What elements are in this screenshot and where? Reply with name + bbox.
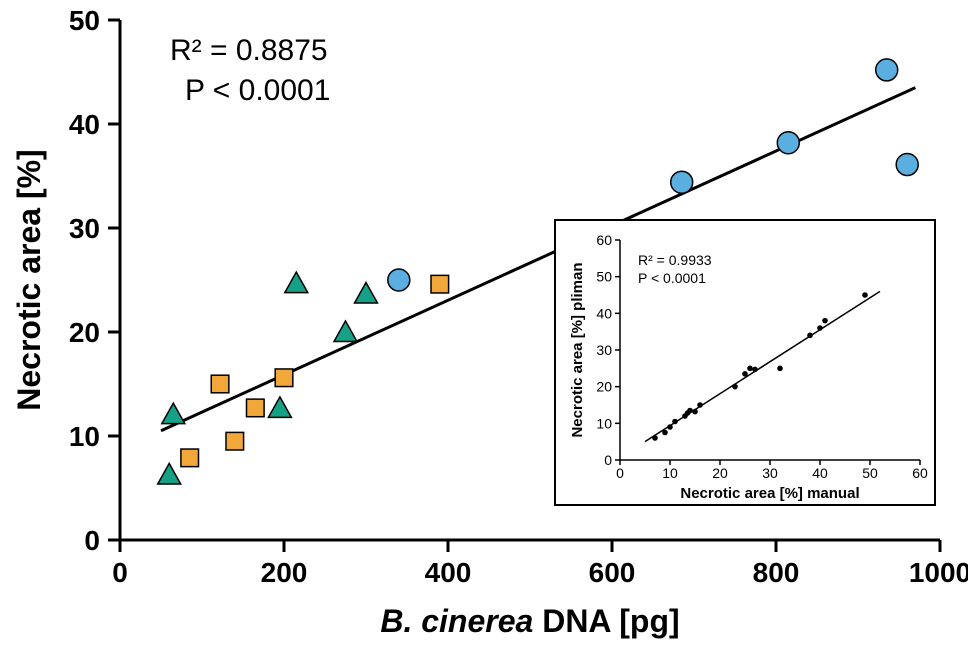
inset-point <box>747 366 753 372</box>
triangle-marker <box>162 403 185 424</box>
x-tick-label: 0 <box>112 557 128 588</box>
x-tick-label: 800 <box>753 557 800 588</box>
inset-point <box>687 408 693 414</box>
inset-y-tick-label: 40 <box>596 305 612 321</box>
inset-point <box>662 430 668 436</box>
p-label: P < 0.0001 <box>185 74 330 107</box>
inset-point <box>667 424 673 430</box>
triangle-marker <box>268 397 291 418</box>
chart-svg: 0200400600800100001020304050Necrotic are… <box>0 0 968 664</box>
inset-y-tick-label: 30 <box>596 342 612 358</box>
square-marker <box>247 399 265 417</box>
triangle-marker <box>334 321 357 342</box>
inset-x-tick-label: 60 <box>912 465 928 481</box>
y-tick-label: 10 <box>69 421 100 452</box>
inset-y-tick-label: 50 <box>596 269 612 285</box>
inset-x-tick-label: 50 <box>862 465 878 481</box>
inset-point <box>672 419 678 425</box>
triangle-marker <box>355 282 378 303</box>
y-tick-label: 50 <box>69 5 100 36</box>
circle-marker <box>896 154 918 176</box>
inset-point <box>692 409 698 415</box>
x-tick-label: 600 <box>589 557 636 588</box>
square-marker <box>275 369 293 387</box>
inset-y-tick-label: 20 <box>596 379 612 395</box>
circle-marker <box>777 132 799 154</box>
y-tick-label: 0 <box>84 525 100 556</box>
inset-x-tick-label: 30 <box>762 465 778 481</box>
x-tick-label: 1000 <box>909 557 968 588</box>
inset-point <box>732 384 738 390</box>
square-marker <box>211 375 229 393</box>
inset-y-tick-label: 10 <box>596 415 612 431</box>
inset-point <box>652 435 658 441</box>
inset-point <box>777 366 783 372</box>
inset-y-title: Necrotic area [%] pliman <box>569 262 586 437</box>
inset-point <box>697 402 703 408</box>
inset-x-tick-label: 0 <box>616 465 624 481</box>
inset-box <box>555 220 935 505</box>
circle-marker <box>876 59 898 81</box>
inset-point <box>822 318 828 324</box>
inset-point <box>742 371 748 377</box>
r2-label: R² = 0.8875 <box>170 34 328 67</box>
y-axis-title: Necrotic area [%] <box>11 149 47 410</box>
inset-x-tick-label: 40 <box>812 465 828 481</box>
inset-y-tick-label: 60 <box>596 232 612 248</box>
triangle-marker <box>285 272 308 293</box>
x-tick-label: 400 <box>425 557 472 588</box>
square-marker <box>181 449 199 467</box>
x-tick-label: 200 <box>261 557 308 588</box>
inset-x-tick-label: 20 <box>712 465 728 481</box>
inset-point <box>817 325 823 331</box>
triangle-marker <box>158 463 181 484</box>
square-marker <box>226 432 244 450</box>
circle-marker <box>671 171 693 193</box>
y-tick-label: 40 <box>69 109 100 140</box>
y-tick-label: 20 <box>69 317 100 348</box>
inset-r2: R² = 0.9933 <box>638 252 712 268</box>
inset-point <box>807 333 813 339</box>
inset-x-tick-label: 10 <box>662 465 678 481</box>
inset-point <box>862 292 868 298</box>
inset-point <box>752 367 758 373</box>
inset-x-title: Necrotic area [%] manual <box>680 485 859 502</box>
x-axis-title: B. cinerea DNA [pg] <box>380 603 679 639</box>
inset-p: P < 0.0001 <box>638 270 706 286</box>
y-tick-label: 30 <box>69 213 100 244</box>
inset-y-tick-label: 0 <box>604 452 612 468</box>
circle-marker <box>388 269 410 291</box>
square-marker <box>431 275 449 293</box>
scatter-chart: 0200400600800100001020304050Necrotic are… <box>0 0 968 664</box>
